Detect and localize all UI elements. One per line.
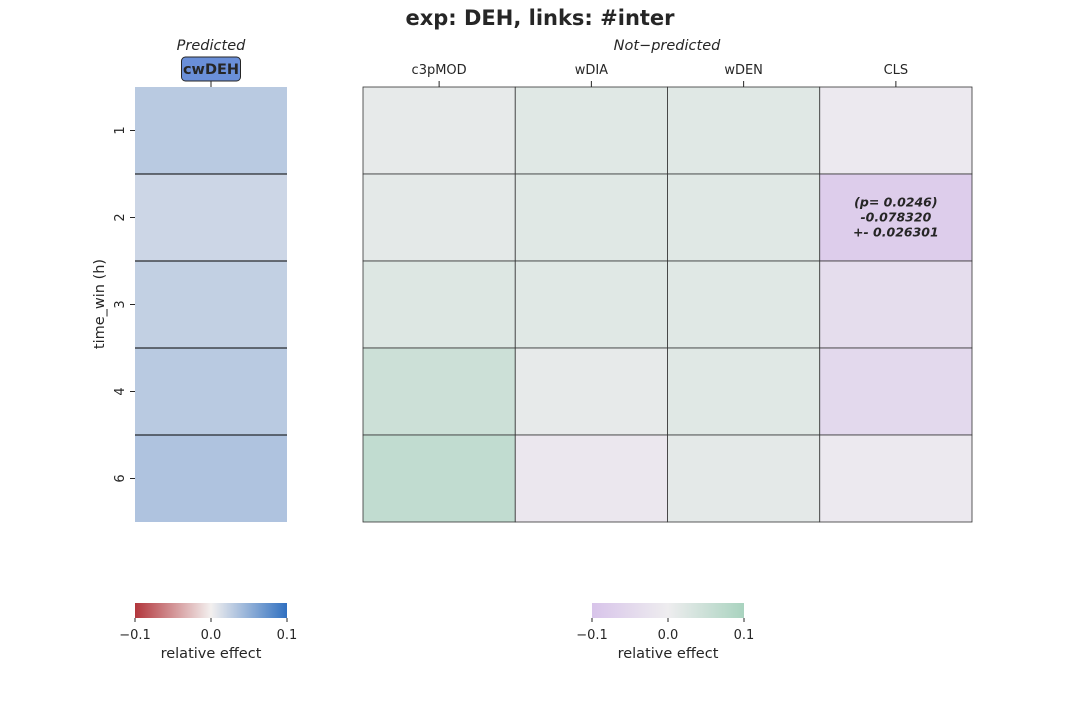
colorbar-predicted-tick-label: 0.1 [277,628,298,643]
not-predicted-cell [362,173,516,262]
not-predicted-cell [362,347,516,436]
not-predicted-column-label: c3pMOD [412,63,467,78]
colorbar-predicted: −0.1 0.0 0.1 relative effect [119,603,297,662]
not-predicted-cell [514,86,668,175]
predicted-cell [135,261,287,348]
not-predicted-cell [819,86,973,175]
colorbar-predicted-tick-label: −0.1 [119,628,151,643]
cell-annotation-line: -0.078320 [860,210,931,225]
not-predicted-cell [819,173,973,262]
colorbar-not-predicted-label: relative effect [618,646,719,662]
row-label: 3 [113,300,128,308]
not-predicted-cell [514,434,668,523]
colorbar-not-predicted: −0.1 0.0 0.1 relative effect [576,603,754,662]
colorbar-predicted-tick-label: 0.0 [201,628,222,643]
not-predicted-cell [362,434,516,523]
not-predicted-cell [819,347,973,436]
predicted-cell [135,87,287,174]
not-predicted-column-label: CLS [884,63,909,78]
not-predicted-cell [667,260,821,349]
not-predicted-cell [667,173,821,262]
not-predicted-cell [514,260,668,349]
row-label: 6 [113,474,128,482]
predicted-cell [135,174,287,261]
predicted-column-label: cwDEH [183,62,239,78]
not-predicted-cell [667,86,821,175]
not-predicted-heatmap: c3pMOD wDIA wDEN CLS (p= 0.0246)-0.078320+- … [362,63,973,523]
predicted-heatmap: cwDEH [135,56,287,522]
row-label: 1 [113,126,128,134]
predicted-column-badge [181,56,241,82]
not-predicted-column-label: wDIA [575,63,608,78]
not-predicted-cell [362,86,516,175]
not-predicted-cell [514,347,668,436]
cell-annotation-line: (p= 0.0246) [854,195,937,210]
not-predicted-column-label: wDEN [724,63,763,78]
not-predicted-group-title: Not−predicted [614,38,721,54]
cell-annotation-line: +- 0.026301 [853,225,939,240]
row-label: 2 [113,213,128,221]
colorbar-predicted-label: relative effect [161,646,262,662]
colorbar-predicted-gradient [135,603,287,618]
row-labels: 1 2 3 4 6 [113,126,135,483]
row-label: 4 [113,387,128,395]
colorbar-not-predicted-tick-label: 0.1 [734,628,755,643]
colorbar-not-predicted-tick-label: 0.0 [658,628,679,643]
predicted-cell [135,348,287,435]
not-predicted-cell [819,260,973,349]
chart-title: exp: DEH, links: #inter [405,6,675,30]
predicted-cell [135,435,287,522]
colorbar-not-predicted-tick-label: −0.1 [576,628,608,643]
not-predicted-cell [667,434,821,523]
not-predicted-cell [514,173,668,262]
not-predicted-cell [667,347,821,436]
colorbar-not-predicted-gradient [592,603,744,618]
predicted-group-title: Predicted [177,38,246,54]
not-predicted-cell [362,260,516,349]
not-predicted-cell [819,434,973,523]
y-axis-label: time_win (h) [92,259,108,349]
